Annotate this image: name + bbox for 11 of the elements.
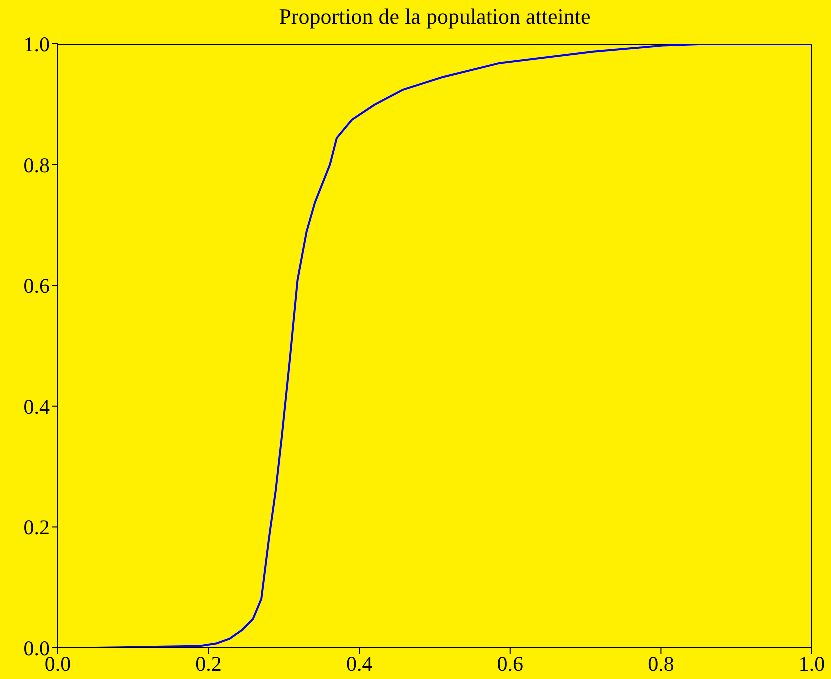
x-tick-label: 0.6 [497,652,524,676]
y-tick-label: 1.0 [24,32,50,56]
x-tick-label: 0.2 [196,652,222,676]
y-tick-label: 0.2 [24,516,50,540]
x-tick-label: 0.4 [346,652,374,676]
y-tick-label: 0.4 [24,394,50,419]
y-tick-label: 0.6 [24,274,50,298]
y-tick-label: 0.8 [24,153,50,178]
chart-title: Proportion de la population atteinte [278,4,592,30]
x-tick-label: 1.0 [798,652,826,676]
x-tick-label: 0.8 [648,652,674,676]
